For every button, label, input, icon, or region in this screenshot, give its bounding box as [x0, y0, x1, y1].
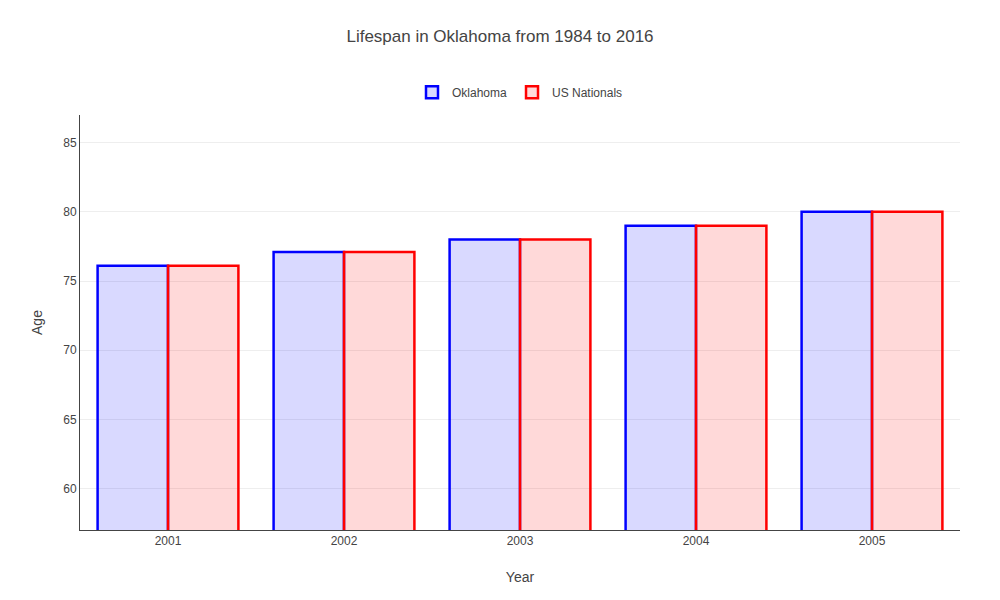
svg-text:Year: Year — [506, 569, 535, 585]
svg-text:85: 85 — [63, 136, 77, 150]
svg-text:2004: 2004 — [683, 534, 710, 548]
svg-text:75: 75 — [63, 274, 77, 288]
svg-text:2003: 2003 — [507, 534, 534, 548]
svg-text:2002: 2002 — [331, 534, 358, 548]
svg-text:70: 70 — [63, 343, 77, 357]
svg-text:US Nationals: US Nationals — [552, 86, 622, 100]
svg-text:65: 65 — [63, 413, 77, 427]
svg-text:Oklahoma: Oklahoma — [452, 86, 507, 100]
svg-text:Age: Age — [29, 310, 45, 335]
svg-text:2001: 2001 — [155, 534, 182, 548]
svg-text:2005: 2005 — [859, 534, 886, 548]
svg-text:Lifespan in Oklahoma from 1984: Lifespan in Oklahoma from 1984 to 2016 — [346, 27, 653, 46]
svg-text:60: 60 — [63, 482, 77, 496]
svg-text:80: 80 — [63, 205, 77, 219]
